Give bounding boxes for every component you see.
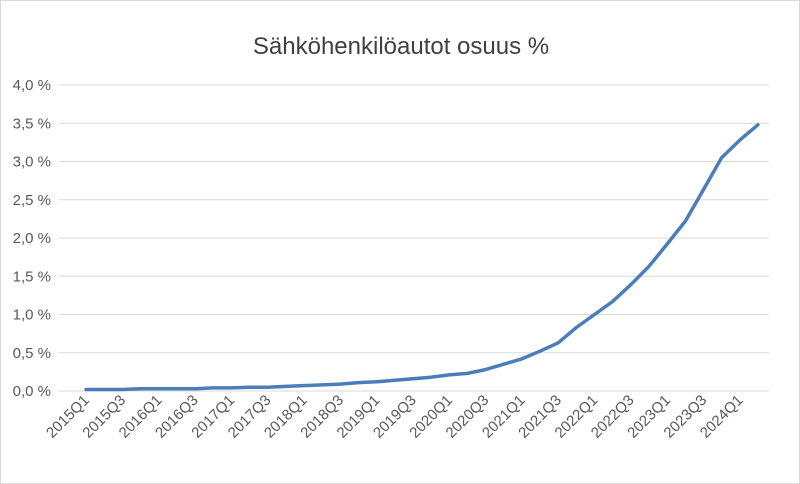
y-tick-label: 2,5 % bbox=[13, 192, 51, 209]
y-tick-label: 0,5 % bbox=[13, 345, 51, 362]
series-line bbox=[84, 123, 760, 392]
y-tick-label: 0,0 % bbox=[13, 383, 51, 400]
y-tick-label: 4,0 % bbox=[13, 77, 51, 94]
y-tick-label: 1,5 % bbox=[13, 268, 51, 285]
chart-title: Sähköhenkilöautot osuus % bbox=[253, 33, 549, 60]
y-tick-label: 2,0 % bbox=[13, 230, 51, 247]
y-tick-label: 3,5 % bbox=[13, 115, 51, 132]
y-tick-label: 1,0 % bbox=[13, 307, 51, 324]
y-tick-label: 3,0 % bbox=[13, 154, 51, 171]
